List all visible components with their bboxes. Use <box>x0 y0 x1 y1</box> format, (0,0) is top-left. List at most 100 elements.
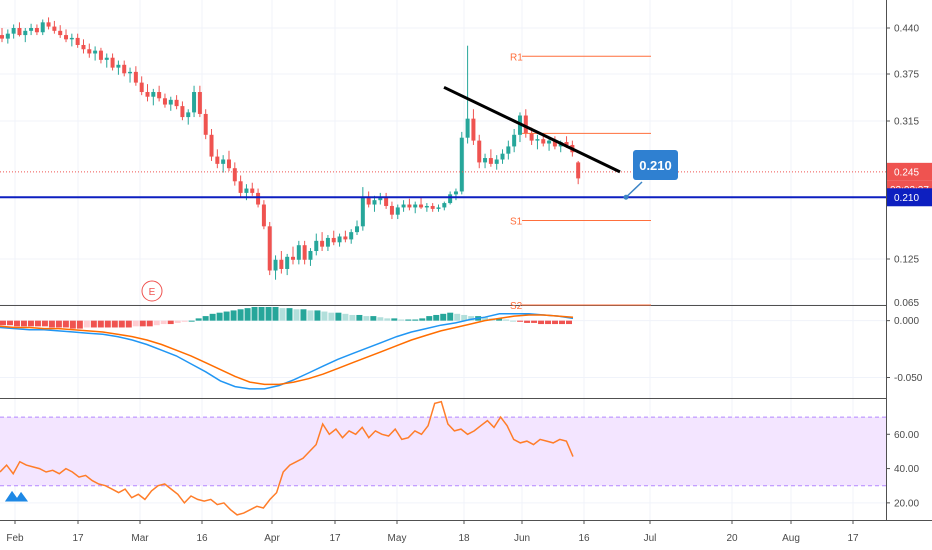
macd-histogram-bar <box>195 318 202 321</box>
time-axis-label: Mar <box>131 533 149 544</box>
candle-body <box>308 251 313 260</box>
time-axis-label: Aug <box>782 533 800 544</box>
macd-histogram-bar <box>27 320 34 327</box>
macd-histogram-bar <box>55 320 62 328</box>
macd-histogram-bar <box>426 316 433 321</box>
macd-histogram-bar <box>146 320 153 327</box>
time-axis-label: Jul <box>644 533 657 544</box>
horizontal-line-badge <box>887 188 932 207</box>
candle-body <box>552 140 557 147</box>
candle-body <box>186 112 191 118</box>
time-axis-label: Jun <box>514 533 530 544</box>
time-axis-label: 17 <box>847 533 859 544</box>
macd-histogram-bar <box>517 320 524 322</box>
macd-histogram-bar <box>153 320 160 326</box>
candle-body <box>273 259 278 271</box>
price-axis-label: 0.375 <box>894 70 919 81</box>
macd-histogram-bar <box>258 307 265 321</box>
macd-histogram-bar <box>510 320 517 322</box>
price-axis-label: 0.440 <box>894 24 919 35</box>
candle-body <box>453 191 458 195</box>
callout-badge <box>633 150 678 180</box>
rsi-band <box>0 417 886 486</box>
candle-body <box>576 162 581 179</box>
candle-body <box>168 99 173 105</box>
macd-histogram-bar <box>216 312 223 321</box>
pivot-level-label: S1 <box>510 217 523 228</box>
candle-body <box>69 37 74 40</box>
candle-body <box>151 92 156 97</box>
time-axis-label: May <box>388 533 407 544</box>
rsi-axis-label: 20.00 <box>894 498 919 509</box>
macd-histogram-bar <box>167 320 174 325</box>
candle-body <box>372 200 377 205</box>
macd-histogram-bar <box>244 308 251 321</box>
candle-body <box>174 99 179 107</box>
candle-body <box>267 226 272 271</box>
candle-body <box>483 158 488 163</box>
candle-body <box>419 204 424 208</box>
macd-histogram-bar <box>468 316 475 321</box>
candle-body <box>98 50 103 60</box>
macd-histogram-bar <box>293 309 300 321</box>
candle-body <box>192 92 197 113</box>
current-price-badge <box>887 162 932 181</box>
rsi-line <box>0 400 574 516</box>
pivot-level-label: R1 <box>510 52 523 63</box>
macd-histogram-bar <box>538 320 545 325</box>
trendline <box>443 85 621 174</box>
candle-body <box>442 203 447 208</box>
macd-histogram-bar <box>482 317 489 321</box>
candle-body <box>139 82 144 93</box>
candle-body <box>250 188 255 193</box>
macd-axis-label: -0.050 <box>894 373 923 384</box>
price-panel: R1 S1 S2 E <box>0 17 886 312</box>
candle-body <box>279 259 284 269</box>
macd-histogram-bar <box>0 320 6 326</box>
candle-body <box>331 237 336 243</box>
candle-body <box>407 204 412 208</box>
macd-axis-label: 0.000 <box>894 316 919 327</box>
macd-histogram-bar <box>398 319 405 321</box>
macd-histogram-bar <box>181 320 188 322</box>
candle-body <box>285 256 290 269</box>
candle-body <box>75 37 80 45</box>
time-axis-label: 17 <box>329 533 341 544</box>
candle-body <box>81 44 86 50</box>
candle-body <box>389 205 394 215</box>
time-axis-label: 16 <box>196 533 208 544</box>
macd-histogram-bar <box>531 320 538 323</box>
candle-body <box>261 204 266 227</box>
macd-histogram-bar <box>328 312 335 321</box>
candle-body <box>314 240 319 252</box>
macd-histogram-bar <box>90 320 97 328</box>
candle-body <box>459 137 464 192</box>
macd-histogram-bar <box>461 314 468 321</box>
macd-histogram-bar <box>321 311 328 321</box>
candle-body <box>523 115 528 134</box>
candle-body <box>477 140 482 163</box>
candle-body <box>471 118 476 141</box>
candle-body <box>256 192 261 205</box>
rsi-axis-label: 40.00 <box>894 464 919 475</box>
time-axis-label: Feb <box>6 533 24 544</box>
macd-histogram-bar <box>48 320 55 328</box>
candle-body <box>93 50 98 54</box>
tradingview-logo-icon <box>3 489 30 503</box>
macd-histogram-bar <box>524 320 531 323</box>
candle-body <box>52 26 57 31</box>
macd-histogram-bar <box>272 307 279 321</box>
time-axis-label: 20 <box>726 533 738 544</box>
macd-histogram-bar <box>76 320 83 329</box>
macd-histogram-bar <box>433 314 440 321</box>
candle-body <box>64 35 69 40</box>
candle-body <box>46 22 51 27</box>
candle-body <box>17 28 22 36</box>
candle-body <box>110 57 115 68</box>
rsi-panel <box>0 400 886 516</box>
candle-body <box>355 226 360 233</box>
macd-histogram-bar <box>69 320 76 329</box>
candle-body <box>34 28 39 33</box>
macd-histogram-bar <box>342 313 349 321</box>
